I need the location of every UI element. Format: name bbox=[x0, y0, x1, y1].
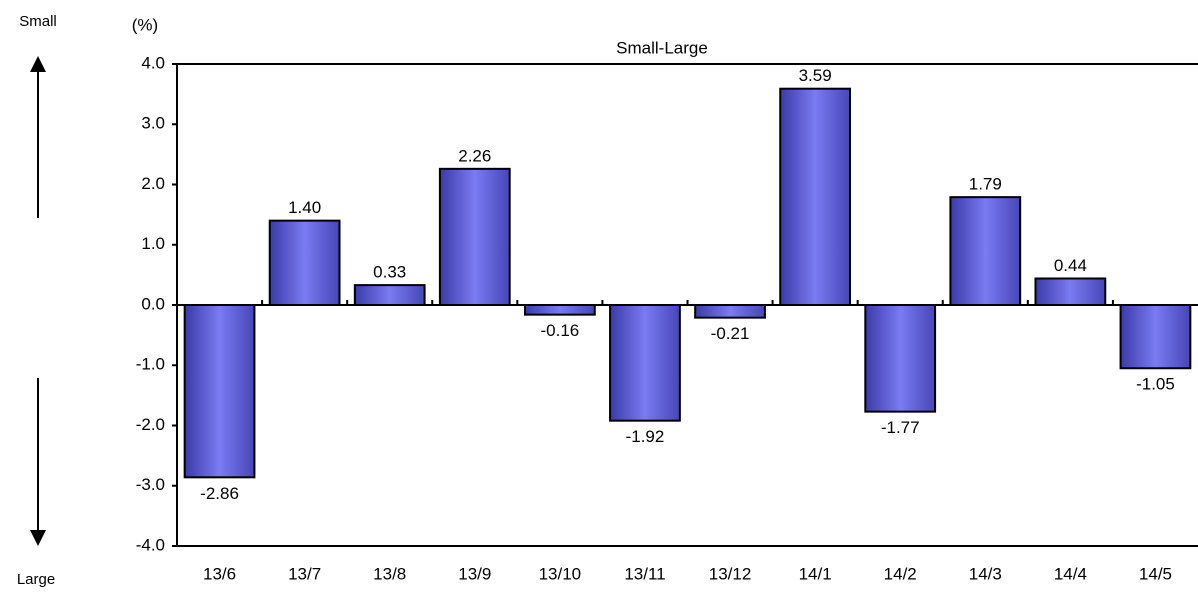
value-label: -0.21 bbox=[711, 324, 750, 343]
value-label: 0.44 bbox=[1054, 256, 1087, 275]
x-tick-label: 13/12 bbox=[709, 564, 752, 583]
y-tick-label: 3.0 bbox=[141, 114, 165, 133]
x-tick-label: 14/2 bbox=[884, 564, 917, 583]
y-tick-label: -2.0 bbox=[136, 415, 165, 434]
bar bbox=[1034, 277, 1107, 306]
x-tick-label: 13/9 bbox=[458, 564, 491, 583]
y-tick-label: -3.0 bbox=[136, 475, 165, 494]
value-label: -1.77 bbox=[881, 418, 920, 437]
value-label: 1.40 bbox=[288, 198, 321, 217]
y-tick-label: 0.0 bbox=[141, 294, 165, 313]
annotation-large: Large bbox=[17, 571, 55, 588]
value-label: -2.86 bbox=[200, 484, 239, 503]
bar bbox=[694, 304, 766, 319]
bar bbox=[779, 87, 852, 306]
x-tick-label: 13/6 bbox=[203, 564, 236, 583]
y-tick-label: -4.0 bbox=[136, 535, 165, 554]
x-tick-label: 13/10 bbox=[539, 564, 582, 583]
y-tick-label: 2.0 bbox=[141, 174, 165, 193]
value-label: 2.26 bbox=[458, 146, 491, 165]
bar bbox=[609, 304, 681, 422]
value-label: -1.92 bbox=[626, 427, 665, 446]
bar bbox=[353, 284, 426, 306]
y-tick-label: -1.0 bbox=[136, 355, 165, 374]
y-tick-label: 1.0 bbox=[141, 234, 165, 253]
bar bbox=[1119, 304, 1192, 370]
bar bbox=[864, 304, 937, 413]
bar bbox=[183, 304, 256, 479]
value-label: 1.79 bbox=[969, 175, 1002, 194]
x-tick-label: 14/4 bbox=[1054, 564, 1087, 583]
x-tick-label: 13/7 bbox=[288, 564, 321, 583]
y-tick-label: 4.0 bbox=[141, 53, 165, 72]
x-tick-label: 13/8 bbox=[373, 564, 406, 583]
chart-title: Small-Large bbox=[616, 38, 708, 57]
annotation-small: Small bbox=[19, 13, 57, 30]
x-tick-label: 14/5 bbox=[1139, 564, 1172, 583]
x-tick-label: 14/3 bbox=[969, 564, 1002, 583]
value-label: 0.33 bbox=[373, 263, 406, 282]
y-axis-unit: (%) bbox=[132, 15, 158, 34]
bar bbox=[438, 167, 511, 306]
x-tick-label: 14/1 bbox=[799, 564, 832, 583]
bar bbox=[949, 196, 1022, 306]
x-tick-label: 13/11 bbox=[624, 564, 665, 583]
value-label: 3.59 bbox=[799, 66, 832, 85]
value-label: -1.05 bbox=[1136, 375, 1175, 394]
value-label: -0.16 bbox=[541, 321, 580, 340]
bar bbox=[268, 219, 341, 306]
bar bbox=[523, 304, 596, 316]
